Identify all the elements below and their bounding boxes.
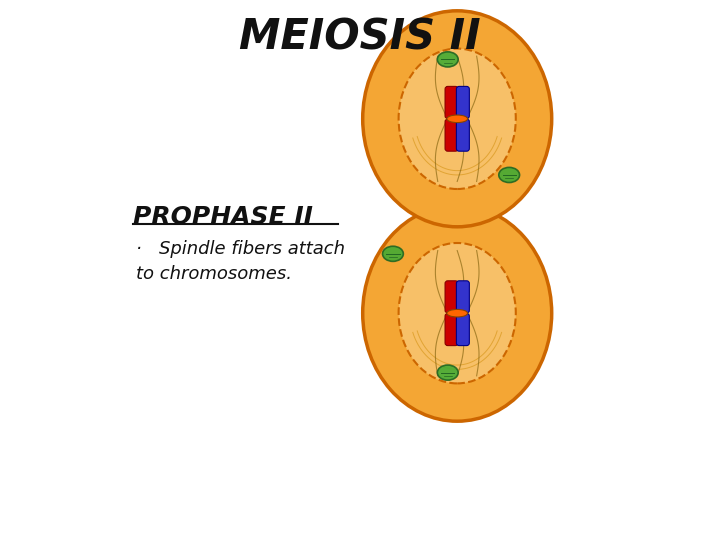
FancyBboxPatch shape <box>456 119 469 151</box>
FancyBboxPatch shape <box>456 281 469 313</box>
Text: ·   Spindle fibers attach
to chromosomes.: · Spindle fibers attach to chromosomes. <box>136 240 345 284</box>
Text: MEIOSIS II: MEIOSIS II <box>239 16 481 58</box>
Ellipse shape <box>447 115 467 123</box>
Ellipse shape <box>399 49 516 189</box>
FancyBboxPatch shape <box>445 86 458 119</box>
Text: PROPHASE II: PROPHASE II <box>133 205 313 229</box>
Ellipse shape <box>437 365 458 380</box>
FancyBboxPatch shape <box>445 119 458 151</box>
FancyBboxPatch shape <box>456 313 469 346</box>
Ellipse shape <box>447 309 467 317</box>
FancyBboxPatch shape <box>445 281 458 313</box>
Ellipse shape <box>363 11 552 227</box>
Ellipse shape <box>499 167 520 183</box>
Ellipse shape <box>382 246 403 261</box>
FancyBboxPatch shape <box>456 86 469 119</box>
Ellipse shape <box>399 243 516 383</box>
Ellipse shape <box>363 205 552 421</box>
FancyBboxPatch shape <box>445 313 458 346</box>
Ellipse shape <box>437 52 458 67</box>
